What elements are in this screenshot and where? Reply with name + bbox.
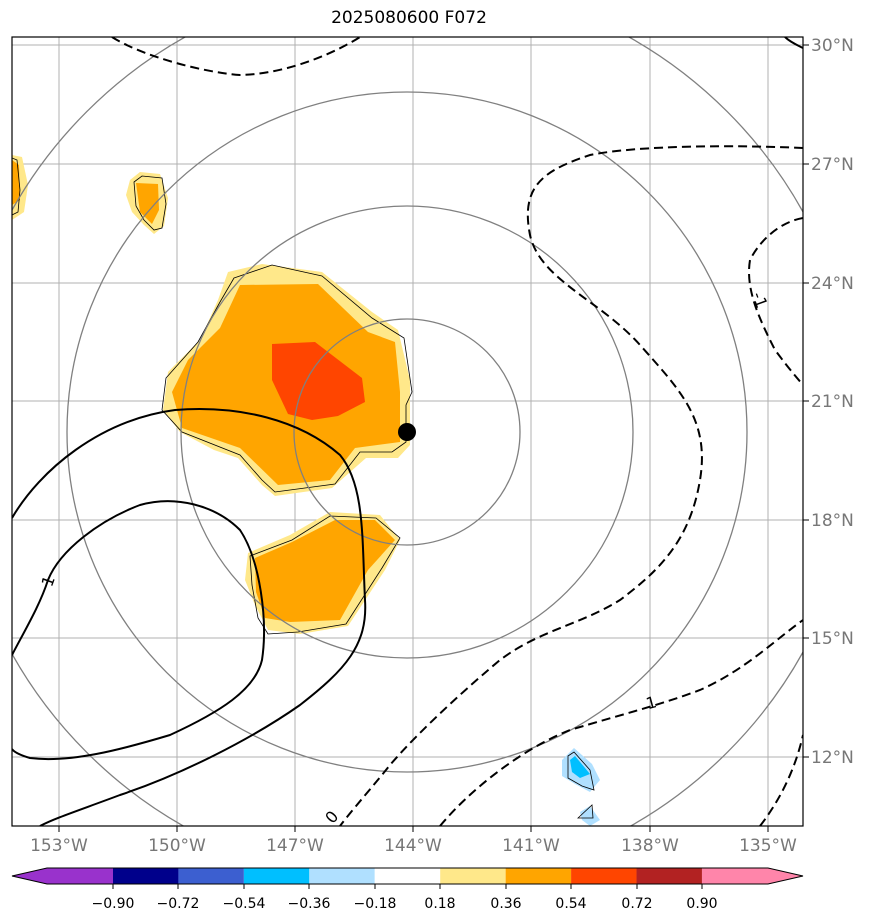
longitude-labels: 153°W 150°W 147°W 144°W 141°W 138°W 135°… (30, 836, 797, 856)
lon-label: 141°W (502, 836, 560, 856)
plot-frame (11, 36, 804, 827)
dashed-contours (111, 37, 803, 826)
lat-label: 12°N (811, 748, 854, 768)
colorbar-tick-label: 0.18 (424, 896, 455, 912)
colorbar-tick-label: −0.36 (288, 896, 331, 912)
shade-south-cell-core (255, 520, 395, 622)
colorbar-swatch (636, 868, 702, 884)
colorbar-swatch (243, 868, 310, 884)
colorbar-tick-label: −0.18 (354, 896, 397, 912)
colorbar-tick-label: −0.72 (157, 896, 200, 912)
map-title: 2025080600 F072 (331, 8, 487, 28)
latitude-labels: 30°N 27°N 24°N 21°N 18°N 15°N 12°N (811, 36, 854, 768)
colorbar-swatch (309, 868, 375, 884)
contour-one-outer (12, 408, 367, 826)
contour-dashed-southeast (759, 734, 803, 826)
lon-label: 150°W (148, 836, 206, 856)
lat-label: 18°N (811, 511, 854, 531)
contour-label-left-one: 1 (37, 573, 58, 589)
contour-one-inner (12, 500, 265, 761)
lon-label: 153°W (30, 836, 88, 856)
colorbar-swatch (374, 868, 441, 884)
lat-label: 30°N (811, 36, 854, 56)
colorbar: −0.90 −0.72 −0.54 −0.36 −0.18 0.18 0.36 … (11, 867, 804, 912)
lon-label: 138°W (621, 836, 679, 856)
lat-label: 21°N (811, 392, 854, 412)
contour-dashed-east (339, 145, 803, 826)
colorbar-tick-label: −0.90 (92, 896, 135, 912)
colorbar-tick-label: 0.54 (555, 896, 586, 912)
shading-outlines (12, 157, 595, 819)
lon-label: 135°W (739, 836, 797, 856)
lat-label: 27°N (811, 155, 854, 175)
lon-label: 147°W (266, 836, 324, 856)
storm-center-marker (398, 423, 416, 441)
colorbar-swatch (113, 868, 179, 884)
colorbar-swatch (12, 868, 113, 884)
colorbar-swatch (571, 868, 637, 884)
contour-dashed-north (111, 37, 361, 77)
shade-small-north-core (136, 183, 159, 224)
colorbar-tick-labels: −0.90 −0.72 −0.54 −0.36 −0.18 0.18 0.36 … (92, 896, 718, 912)
colorbar-swatches (12, 868, 803, 884)
shade-negative-patch-core (570, 756, 590, 778)
contour-dashed-lower (439, 619, 803, 826)
contour-label-zero: 0 (321, 807, 342, 827)
contour-upper-right (784, 37, 803, 49)
colorbar-swatch (178, 868, 244, 884)
shade-negative-small (580, 806, 600, 826)
solid-contours (12, 37, 803, 826)
colorbar-swatch (440, 868, 506, 884)
lat-label: 24°N (811, 274, 854, 294)
shading-field (12, 155, 600, 826)
colorbar-swatch (505, 868, 572, 884)
colorbar-tick-label: −0.54 (223, 896, 266, 912)
colorbar-tick-label: 0.72 (621, 896, 652, 912)
contour-dashed-minus-one (748, 217, 803, 386)
shade-main-cell-peak (272, 342, 365, 420)
lat-label: 15°N (811, 629, 854, 649)
range-rings (12, 37, 803, 826)
contour-label-right-minus-one: -1 (748, 289, 771, 310)
colorbar-tick-label: 0.90 (686, 896, 717, 912)
contour-label-lower-one: 1 (644, 692, 659, 713)
lon-label: 144°W (384, 836, 442, 856)
colorbar-tick-label: 0.36 (490, 896, 521, 912)
colorbar-ticks (112, 884, 703, 889)
colorbar-swatch (701, 868, 803, 884)
colorbar-outline (11, 867, 804, 885)
tick-marks (58, 44, 809, 832)
